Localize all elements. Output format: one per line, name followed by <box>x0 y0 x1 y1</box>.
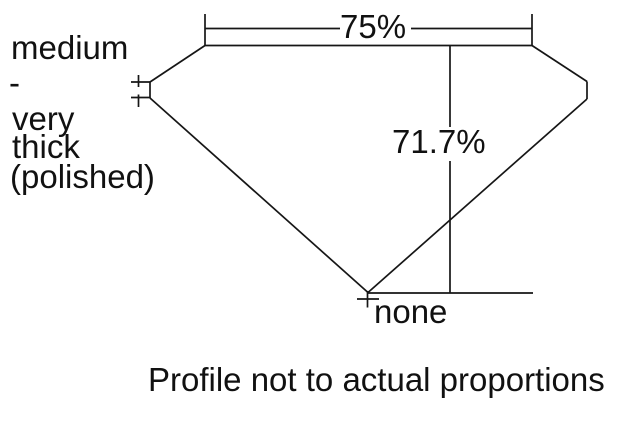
girdle-label-line-5: (polished) <box>10 158 155 195</box>
girdle-label-line-1: medium <box>11 29 129 66</box>
girdle-label-line-2: - <box>9 64 20 101</box>
footnote: Profile not to actual proportions <box>148 361 605 398</box>
crown-right-line <box>531 44 588 83</box>
crown-left-line <box>149 44 206 83</box>
depth-percent-label: 71.7% <box>392 123 486 160</box>
pavilion-right-line <box>367 98 588 294</box>
girdle-label-line-3: very <box>12 100 75 137</box>
girdle-label-line-4: thick <box>12 128 80 165</box>
pavilion-left-line <box>149 97 369 294</box>
table-percent-label: 75% <box>340 8 407 45</box>
culet-label: none <box>374 293 448 330</box>
